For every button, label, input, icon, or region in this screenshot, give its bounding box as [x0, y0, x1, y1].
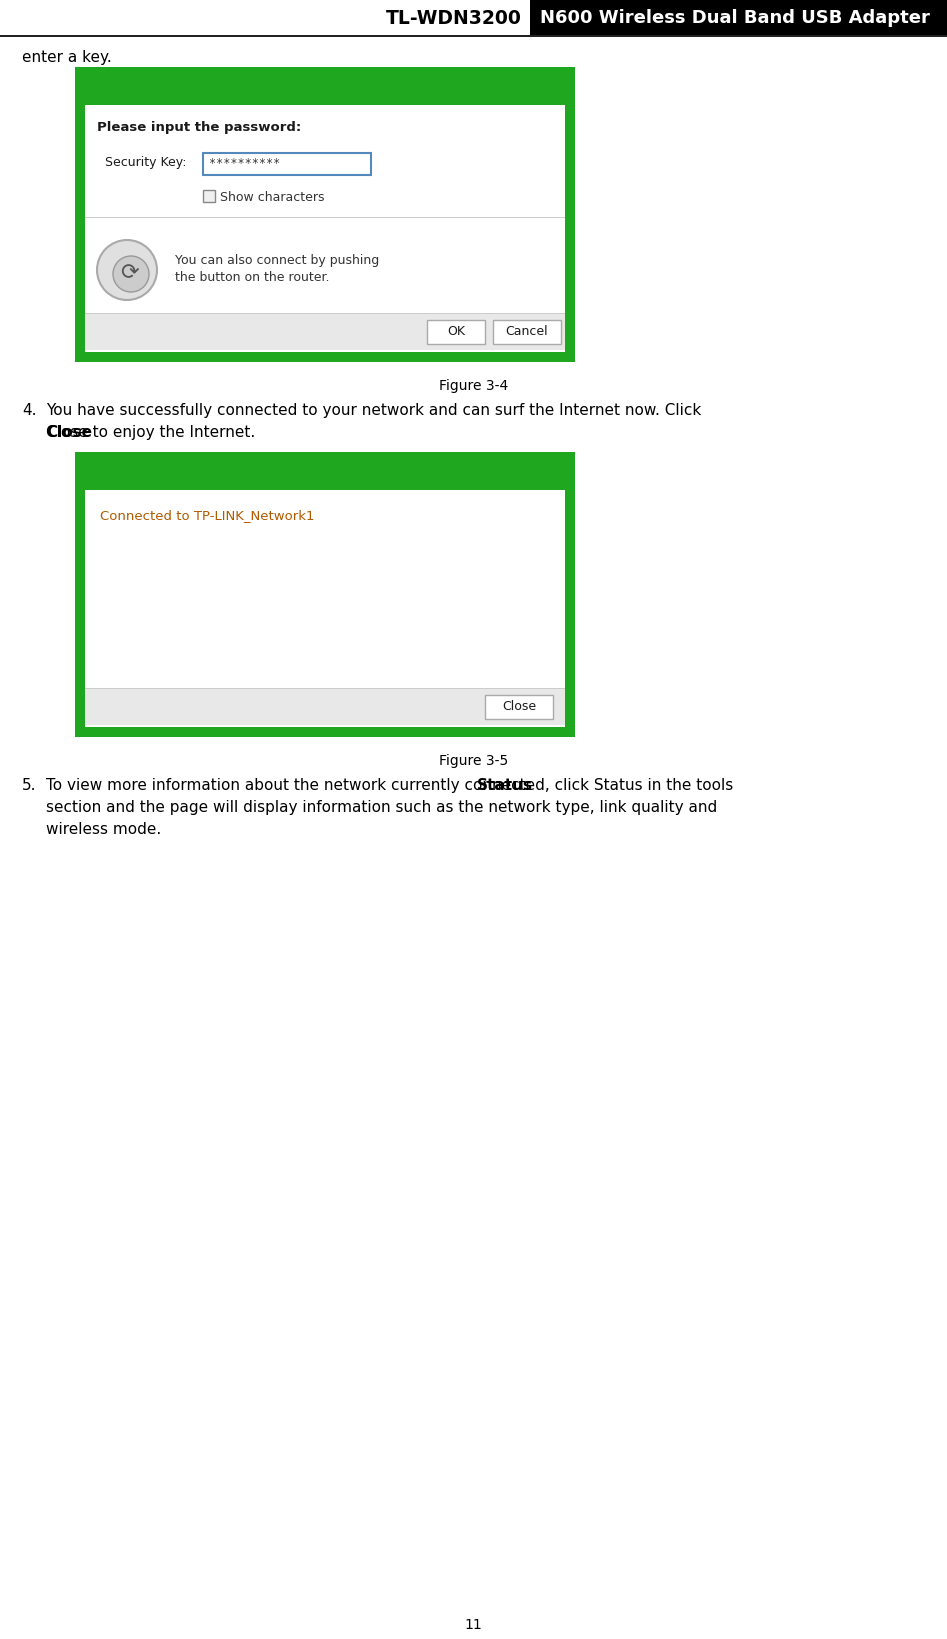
Bar — [203, 190, 215, 203]
Text: enter a key.: enter a key. — [22, 49, 112, 66]
Text: Connected to TP-LINK_Network1: Connected to TP-LINK_Network1 — [100, 508, 314, 521]
Bar — [75, 452, 575, 738]
Bar — [203, 154, 371, 175]
Text: You have successfully connected to your network and can surf the Internet now. C: You have successfully connected to your … — [46, 403, 701, 418]
Text: **********: ********** — [209, 157, 280, 170]
Text: Figure 3-5: Figure 3-5 — [438, 754, 509, 767]
Text: Close: Close — [46, 425, 92, 439]
Text: the button on the router.: the button on the router. — [175, 270, 330, 284]
Text: wireless mode.: wireless mode. — [46, 821, 161, 836]
Bar — [485, 695, 553, 720]
Bar — [0, 0, 947, 36]
Text: To view more information about the network currently connected, click Status in : To view more information about the netwo… — [46, 777, 733, 793]
Text: Cancel: Cancel — [506, 325, 548, 338]
Circle shape — [113, 257, 149, 293]
Text: section and the page will display information such as the network type, link qua: section and the page will display inform… — [46, 800, 717, 815]
Bar — [427, 321, 485, 344]
Text: TL-WDN3200: TL-WDN3200 — [386, 8, 522, 28]
Text: You can also connect by pushing: You can also connect by pushing — [175, 254, 379, 267]
Text: N600 Wireless Dual Band USB Adapter: N600 Wireless Dual Band USB Adapter — [540, 8, 930, 26]
Text: OK: OK — [447, 325, 465, 338]
Circle shape — [97, 241, 157, 302]
Text: Close: Close — [502, 700, 536, 713]
Text: Security Key:: Security Key: — [105, 156, 187, 169]
Text: Show characters: Show characters — [220, 190, 325, 203]
Bar — [530, 0, 533, 36]
Text: ⟳: ⟳ — [119, 262, 138, 284]
Text: Close to enjoy the Internet.: Close to enjoy the Internet. — [46, 425, 256, 439]
Text: 4.: 4. — [22, 403, 37, 418]
Text: Status: Status — [476, 777, 532, 793]
Bar — [85, 690, 565, 726]
Text: Figure 3-4: Figure 3-4 — [438, 379, 509, 393]
Bar — [85, 490, 565, 728]
Text: Please input the password:: Please input the password: — [97, 121, 301, 134]
Bar — [85, 107, 565, 352]
Bar — [85, 315, 565, 351]
Text: 11: 11 — [465, 1618, 482, 1631]
Bar — [0, 0, 530, 36]
Bar — [75, 67, 575, 362]
Bar — [493, 321, 561, 344]
Text: 5.: 5. — [22, 777, 37, 793]
Bar — [0, 36, 947, 38]
